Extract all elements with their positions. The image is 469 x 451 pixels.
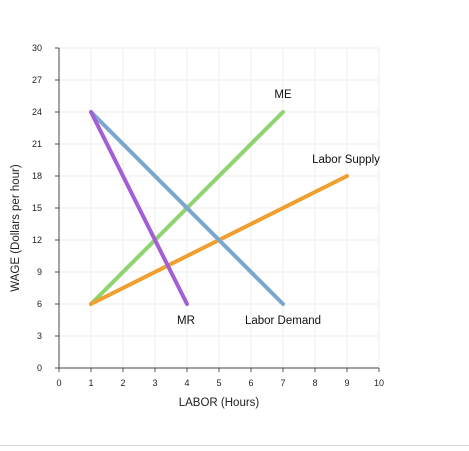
y-tick-label: 21 <box>32 139 42 149</box>
bottom-divider <box>0 445 469 446</box>
x-tick-label: 7 <box>280 378 285 388</box>
series-label-mr: MR <box>177 315 195 327</box>
x-tick-label: 6 <box>248 378 253 388</box>
x-tick-label: 3 <box>152 378 157 388</box>
y-axis-title: WAGE (Dollars per hour) <box>10 164 22 292</box>
x-tick-label: 1 <box>88 378 93 388</box>
x-tick-label: 9 <box>344 378 349 388</box>
series-label-me: ME <box>274 89 292 101</box>
x-tick-label: 2 <box>120 378 125 388</box>
series-label-labor-demand: Labor Demand <box>245 315 321 327</box>
x-tick-label: 10 <box>374 378 384 388</box>
y-tick-label: 6 <box>37 299 42 309</box>
axes <box>55 47 380 372</box>
y-tick-label: 3 <box>37 331 42 341</box>
x-tick-label: 8 <box>312 378 317 388</box>
y-tick-label: 9 <box>37 267 42 277</box>
y-tick-label: 18 <box>32 171 42 181</box>
x-tick-label: 0 <box>56 378 61 388</box>
series-label-labor-supply: Labor Supply <box>312 154 380 166</box>
grid <box>59 47 380 368</box>
y-tick-label: 12 <box>32 235 42 245</box>
series-line-mr <box>89 110 189 306</box>
y-tick-label: 0 <box>37 363 42 373</box>
series-line-labor-demand <box>89 110 285 306</box>
x-tick-label: 5 <box>216 378 221 388</box>
x-tick-label: 4 <box>184 378 189 388</box>
series-labels: ME Labor Supply Labor Demand MR <box>177 89 380 327</box>
y-tick-label: 30 <box>32 43 42 53</box>
x-axis-title: LABOR (Hours) <box>179 397 260 409</box>
y-tick-label: 15 <box>32 203 42 213</box>
series-lines <box>89 110 349 306</box>
y-tick-label: 24 <box>32 107 42 117</box>
y-tick-label: 27 <box>32 75 42 85</box>
